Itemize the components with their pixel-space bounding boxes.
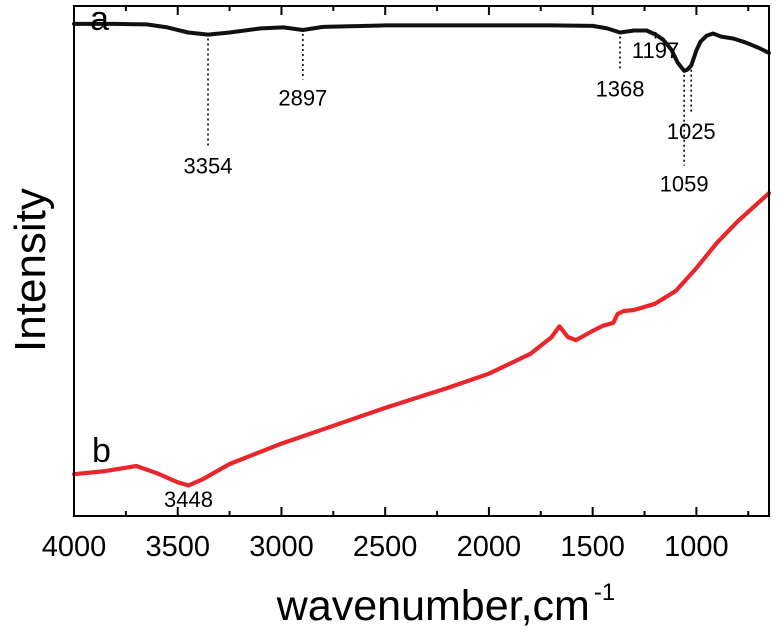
x-tick-label-1500: 1500 [560,531,625,563]
plot-frame [73,5,770,517]
x-tick-label-2500: 2500 [353,531,418,563]
x-tick-label-4000: 4000 [42,531,107,563]
series-label-b: b [92,432,111,470]
x-axis-label-text: wavenumber,cm [276,582,590,630]
peak-label-2897: 2897 [278,85,327,110]
x-tick-label-3500: 3500 [145,531,210,563]
series-label-a: a [90,0,109,38]
x-axis-label: wavenumber,cm -1 [276,579,615,630]
x-tick-label-1000: 1000 [664,531,729,563]
peak-label-3448: 3448 [164,487,213,512]
x-axis-label-superscript: -1 [594,579,615,606]
series-line-b [71,191,772,488]
peak-annotations: 3354 2897 1368 1197 1059 1025 3448 [164,32,716,512]
peak-label-1368: 1368 [596,76,645,101]
x-axis-tick-labels: 4000 3500 3000 2500 2000 1500 1000 [42,531,729,563]
peak-label-1059: 1059 [660,172,709,197]
series-line-a [72,21,771,73]
x-tick-label-2000: 2000 [457,531,522,563]
x-tick-label-3000: 3000 [249,531,314,563]
peak-label-1025: 1025 [667,119,716,144]
x-axis-ticks [73,6,750,516]
peak-label-3354: 3354 [184,153,233,178]
series-curves [71,21,772,488]
peak-label-1197: 1197 [632,38,679,63]
y-axis-label: Intensity [6,188,55,352]
